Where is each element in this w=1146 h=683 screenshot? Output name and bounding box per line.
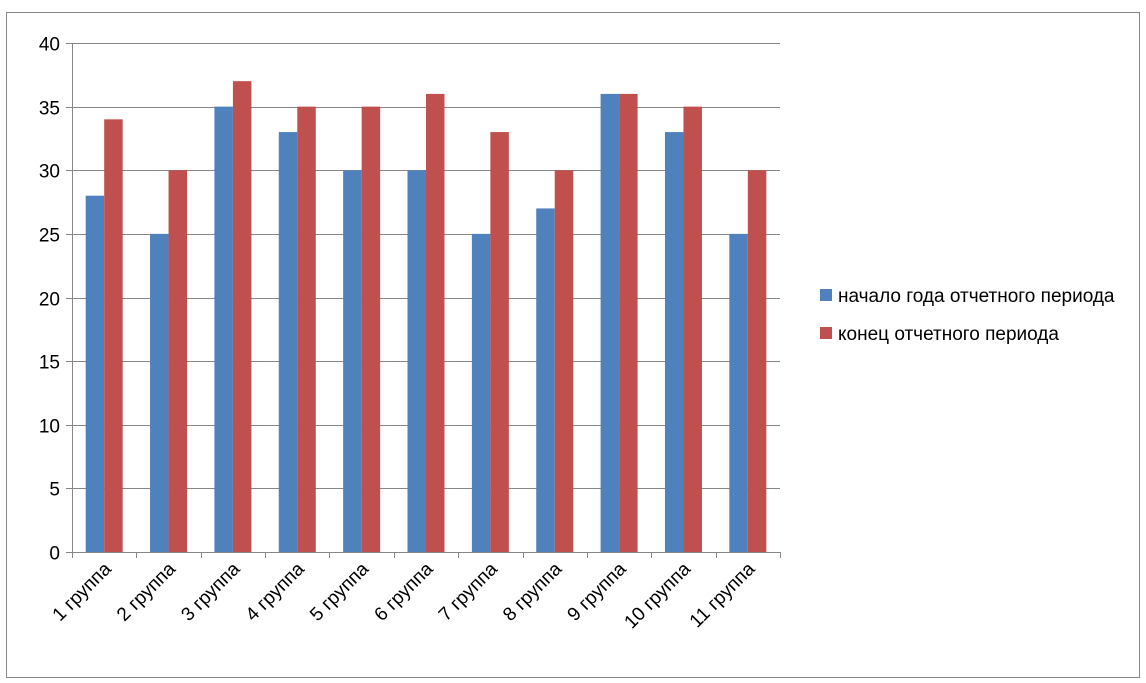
bar-series-2	[297, 106, 316, 552]
y-tick-label: 30	[39, 162, 60, 183]
y-tick-label: 35	[39, 99, 60, 120]
y-tick-label: 5	[49, 480, 60, 501]
bar-series-1	[85, 195, 105, 552]
bar-series-2	[554, 170, 574, 552]
y-tick-label: 25	[39, 226, 60, 247]
y-tick-label: 0	[49, 544, 60, 565]
bar-series-1	[664, 132, 684, 552]
y-tick-label: 40	[39, 35, 60, 56]
legend: начало года отчетного периода конец отче…	[820, 282, 1140, 358]
bar-series-1	[150, 233, 169, 552]
bar-series-2	[426, 93, 445, 553]
legend-swatch-series-2	[820, 327, 832, 339]
bar-series-1	[343, 170, 362, 552]
y-tick-label: 15	[39, 353, 60, 374]
bar-series-2	[747, 170, 767, 552]
bar-series-2	[361, 106, 381, 552]
bar-series-1	[729, 233, 748, 552]
bar-series-1	[536, 208, 555, 553]
bar-series-2	[232, 81, 252, 553]
y-tick-label: 20	[39, 290, 60, 311]
legend-label-series-2: конец отчетного периода	[838, 324, 1059, 345]
y-tick-labels: 0 5 10 15 20 25 30 35 40	[39, 35, 60, 565]
bar-series-2	[168, 170, 188, 552]
bar-series-1	[471, 233, 491, 552]
bar-series-2	[683, 106, 702, 552]
bar-series-1	[214, 106, 233, 552]
legend-item-series-1: начало года отчетного периода	[820, 282, 1140, 312]
axes	[66, 43, 781, 558]
legend-item-series-2: конец отчетного периода	[820, 320, 1140, 350]
bar-series-2	[490, 132, 509, 552]
bar-series-1	[600, 93, 620, 553]
bar-series-2	[104, 119, 123, 552]
bars	[85, 81, 767, 553]
legend-swatch-series-1	[820, 289, 832, 301]
bar-series-2	[619, 93, 638, 553]
bar-series-1	[278, 132, 298, 552]
y-tick-label: 10	[39, 417, 60, 438]
bar-series-1	[407, 170, 426, 552]
legend-label-series-1: начало года отчетного периода	[838, 286, 1115, 307]
